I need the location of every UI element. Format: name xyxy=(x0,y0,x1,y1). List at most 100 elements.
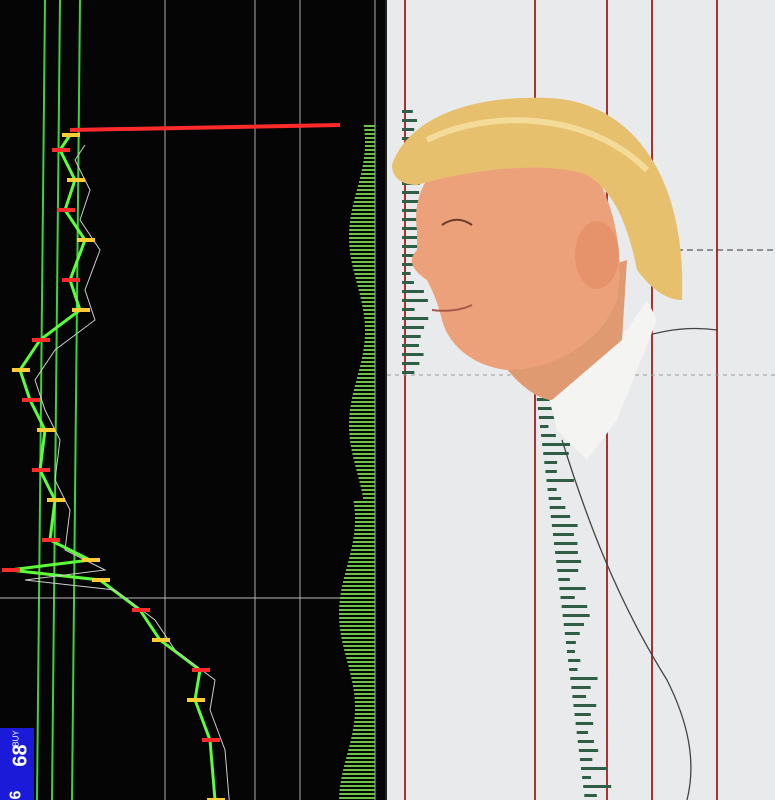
volume-bar xyxy=(351,677,375,679)
price-bar xyxy=(575,713,591,716)
volume-bar xyxy=(351,737,375,739)
price-bar xyxy=(570,677,597,680)
volume-bar xyxy=(340,625,375,627)
volume-bar xyxy=(363,349,375,351)
ear xyxy=(575,221,619,289)
volume-bar xyxy=(354,725,375,727)
volume-bar xyxy=(352,681,375,683)
candle xyxy=(92,578,110,582)
volume-bar xyxy=(365,329,375,331)
price-bar xyxy=(576,722,594,725)
volume-bar xyxy=(341,633,375,635)
price-bar xyxy=(546,479,574,482)
price-bar xyxy=(568,659,580,662)
volume-bar xyxy=(342,641,375,643)
price-bar xyxy=(402,299,428,302)
volume-bar xyxy=(355,709,375,711)
volume-bar xyxy=(351,257,375,259)
volume-bar xyxy=(349,557,375,559)
volume-bar xyxy=(349,669,375,671)
buy-order-panel[interactable]: BUY 68 6 xyxy=(0,728,34,800)
volume-bar xyxy=(345,573,375,575)
candle xyxy=(67,178,85,182)
volume-bar xyxy=(350,673,375,675)
price-bar xyxy=(554,542,577,545)
volume-bar xyxy=(340,597,375,599)
volume-bar xyxy=(355,277,375,279)
volume-bar xyxy=(351,549,375,551)
volume-bar xyxy=(354,693,375,695)
volume-bar xyxy=(346,569,375,571)
volume-bar xyxy=(360,293,375,295)
price-bar xyxy=(582,776,591,779)
volume-bar xyxy=(357,189,375,191)
candle xyxy=(12,368,30,372)
candle xyxy=(22,398,40,402)
price-bar xyxy=(577,731,588,734)
volume-bar xyxy=(360,481,375,483)
volume-bar xyxy=(360,365,375,367)
volume-bar xyxy=(362,493,375,495)
volume-bar xyxy=(339,605,375,607)
volume-bar xyxy=(365,145,375,147)
volume-bar xyxy=(353,393,375,395)
price-bar xyxy=(402,272,411,275)
price-bar xyxy=(402,191,419,194)
volume-bar xyxy=(357,281,375,283)
price-bar xyxy=(402,110,413,113)
volume-bar xyxy=(353,269,375,271)
volume-bar xyxy=(355,697,375,699)
volume-bar xyxy=(355,713,375,715)
price-bar xyxy=(569,668,577,671)
price-bar xyxy=(556,560,581,563)
volume-bar xyxy=(365,141,375,143)
volume-bar xyxy=(348,749,375,751)
price-bar xyxy=(583,785,611,788)
volume-bar xyxy=(358,185,375,187)
price-bar xyxy=(573,704,596,707)
volume-bar xyxy=(364,125,375,127)
portrait-chart xyxy=(387,0,775,800)
volume-bar xyxy=(356,469,375,471)
volume-bar xyxy=(363,353,375,355)
price-bar xyxy=(402,362,419,365)
volume-bar xyxy=(355,509,375,511)
volume-bar xyxy=(362,357,375,359)
volume-bar xyxy=(349,745,375,747)
volume-bar xyxy=(365,137,375,139)
volume-bar xyxy=(343,581,375,583)
volume-bar xyxy=(362,301,375,303)
volume-bar xyxy=(355,385,375,387)
candle xyxy=(57,208,75,212)
volume-bar xyxy=(352,453,375,455)
volume-bar xyxy=(345,761,375,763)
price-bar xyxy=(567,650,575,653)
volume-bar xyxy=(350,441,375,443)
price-bar xyxy=(552,524,578,527)
candle xyxy=(72,308,90,312)
volume-bar xyxy=(341,589,375,591)
volume-bar xyxy=(358,373,375,375)
price-bar xyxy=(402,290,424,293)
price-bar xyxy=(564,623,584,626)
volume-bar xyxy=(363,497,375,499)
volume-bar xyxy=(354,389,375,391)
volume-bar xyxy=(347,565,375,567)
price-bar xyxy=(402,335,421,338)
volume-bar xyxy=(364,341,375,343)
volume-bar xyxy=(352,733,375,735)
volume-bar xyxy=(346,657,375,659)
candle xyxy=(47,498,65,502)
volume-bar xyxy=(348,665,375,667)
price-bar xyxy=(584,794,597,797)
volume-bar xyxy=(349,421,375,423)
volume-bar xyxy=(361,361,375,363)
volume-bar xyxy=(349,429,375,431)
candle xyxy=(187,698,205,702)
volume-bar xyxy=(349,237,375,239)
candle xyxy=(52,148,70,152)
price-bar xyxy=(402,371,414,374)
volume-bar xyxy=(363,309,375,311)
volume-bar xyxy=(342,637,375,639)
volume-bar xyxy=(355,525,375,527)
